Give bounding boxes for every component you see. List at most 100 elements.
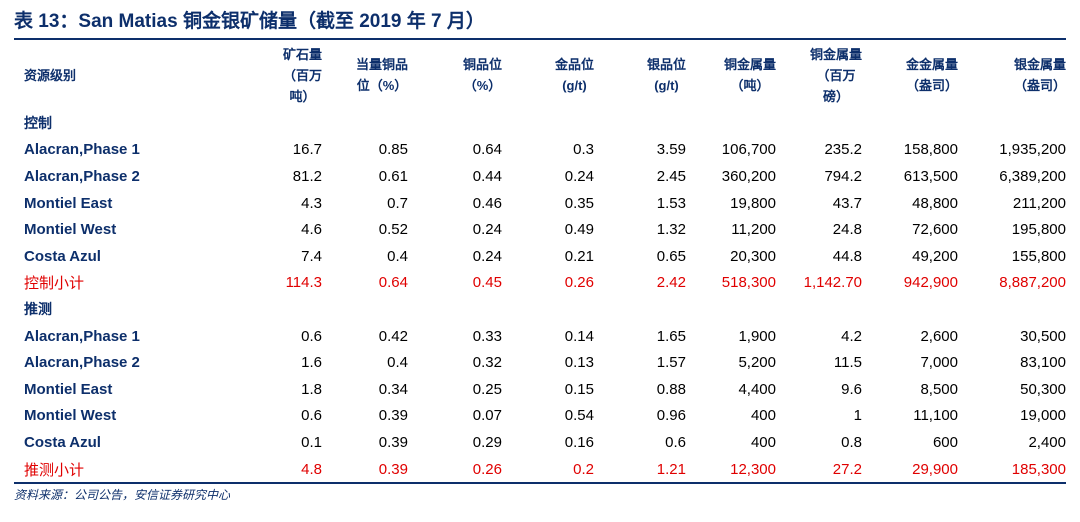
header-cell: 银品位 (g/t): [594, 40, 686, 110]
value-cell: 158,800: [903, 141, 958, 159]
value-cell: 2.42: [656, 274, 686, 292]
table-row: Costa Azul 7.4 0.4 0.24 0.21 0.65 20,300 44.8 49…: [14, 243, 1066, 270]
header-cell: 资源级别: [14, 40, 166, 110]
value-cell: 0.42: [378, 327, 408, 345]
header-label-line: 磅）: [822, 88, 849, 104]
value-cell: 235.2: [824, 141, 862, 159]
value-cell: 0.24: [472, 247, 502, 265]
table-row: Montiel West 0.6 0.39 0.07 0.54 0.96 400 1 11,10…: [14, 403, 1066, 430]
header-label: 资源级别: [24, 65, 76, 86]
value-cell: 1,900: [738, 327, 776, 345]
value-cell: 7.4: [301, 247, 322, 265]
value-cell: 0.65: [656, 247, 686, 265]
row-label-cell: Montiel West: [24, 407, 117, 425]
header-label-line: 吨）: [289, 88, 316, 104]
value-cell: 1.53: [656, 194, 686, 212]
value-cell: 0.64: [472, 141, 502, 159]
value-cell: 27.2: [832, 460, 862, 478]
row-label-cell: Montiel East: [24, 194, 113, 212]
reserves-table: 资源级别 矿石量 （百万 吨） 当量铜品 位（%） 铜品位 （%） 金品位 (g/t) 银…: [14, 40, 1066, 482]
value-cell: 0.2: [573, 460, 594, 478]
value-cell: 0.49: [564, 221, 594, 239]
value-cell: 0.13: [564, 354, 594, 372]
header-label-line: 金品位: [554, 57, 594, 72]
header-label-line: 银品位: [646, 57, 686, 72]
row-label-cell: Costa Azul: [24, 247, 101, 265]
value-cell: 0.46: [472, 194, 502, 212]
table-row: Alacran,Phase 2 1.6 0.4 0.32 0.13 1.57 5,200 11…: [14, 349, 1066, 376]
value-cell: 942,900: [903, 274, 958, 292]
header-label: 当量铜品 位（%）: [356, 54, 408, 96]
header-label-line: (g/t): [654, 78, 679, 93]
header-cell: 当量铜品 位（%）: [322, 40, 408, 110]
header-label-line: （吨）: [730, 78, 770, 93]
table-row: Montiel West 4.6 0.52 0.24 0.49 1.32 11,200 24.…: [14, 216, 1066, 243]
value-cell: 8,500: [920, 380, 958, 398]
value-cell: 195,800: [1011, 221, 1066, 239]
table-row: Alacran,Phase 1 16.7 0.85 0.64 0.3 3.59 106,70…: [14, 137, 1066, 164]
value-cell: 0.3: [573, 141, 594, 159]
value-cell: 81.2: [292, 167, 322, 185]
header-label-line: 银金属量: [1013, 57, 1066, 72]
value-cell: 0.6: [301, 407, 322, 425]
value-cell: 0.07: [472, 407, 502, 425]
header-label-line: （百万: [816, 67, 856, 83]
table-row: Montiel East 4.3 0.7 0.46 0.35 1.53 19,800 43.7…: [14, 190, 1066, 217]
value-cell: 0.33: [472, 327, 502, 345]
header-label: 金品位 (g/t): [555, 54, 594, 96]
value-cell: 114.3: [285, 274, 322, 292]
value-cell: 8,887,200: [999, 274, 1066, 292]
value-cell: 2.45: [656, 167, 686, 185]
value-cell: 11,200: [731, 221, 776, 239]
value-cell: 19,800: [730, 194, 776, 212]
value-cell: 5,200: [738, 354, 776, 372]
row-label-cell: Montiel East: [24, 380, 113, 398]
value-cell: 4.6: [301, 221, 322, 239]
header-label: 铜品位 （%）: [463, 54, 502, 96]
value-cell: 48,800: [912, 194, 958, 212]
header-cell: 金金属量 （盎司）: [862, 40, 958, 110]
value-cell: 12,300: [730, 460, 776, 478]
value-cell: 30,500: [1020, 327, 1066, 345]
header-label: 银品位 (g/t): [647, 54, 686, 96]
section-label: 控制: [24, 115, 52, 132]
table-row: Costa Azul 0.1 0.39 0.29 0.16 0.6 400 0.8 600 2,4…: [14, 429, 1066, 456]
row-label-cell: Alacran,Phase 2: [24, 167, 140, 185]
value-cell: 24.8: [832, 221, 862, 239]
value-cell: 0.32: [472, 354, 502, 372]
value-cell: 2,400: [1028, 433, 1066, 451]
value-cell: 4.2: [841, 327, 862, 345]
value-cell: 0.44: [472, 167, 502, 185]
section-header-row: 控制: [14, 110, 1066, 137]
value-cell: 518,300: [721, 274, 776, 292]
value-cell: 0.6: [665, 433, 686, 451]
value-cell: 9.6: [841, 380, 862, 398]
value-cell: 155,800: [1011, 247, 1066, 265]
value-cell: 4,400: [738, 380, 776, 398]
header-cell: 铜品位 （%）: [408, 40, 502, 110]
value-cell: 0.96: [656, 407, 686, 425]
header-label: 矿石量 （百万 吨）: [283, 44, 322, 107]
value-cell: 6,389,200: [999, 167, 1066, 185]
section-label: 推测: [24, 301, 52, 318]
header-label-line: 铜品位: [462, 57, 502, 72]
value-cell: 1,935,200: [999, 141, 1066, 159]
value-cell: 0.16: [564, 433, 594, 451]
value-cell: 43.7: [832, 194, 862, 212]
value-cell: 16.7: [292, 141, 322, 159]
table-row: Montiel East 1.8 0.34 0.25 0.15 0.88 4,400 9.6 8…: [14, 376, 1066, 403]
table-title: 表 13：San Matias 铜金银矿储量（截至 2019 年 7 月）: [14, 11, 485, 32]
value-cell: 4.8: [301, 460, 322, 478]
header-label-line: 矿石量: [282, 46, 322, 62]
row-label-cell: Alacran,Phase 1: [24, 327, 140, 345]
row-label-cell: Costa Azul: [24, 433, 101, 451]
value-cell: 29,900: [912, 460, 958, 478]
header-row: 资源级别 矿石量 （百万 吨） 当量铜品 位（%） 铜品位 （%） 金品位 (g/t) 银…: [14, 40, 1066, 110]
header-label: 铜金属量 （百万 磅）: [810, 44, 862, 107]
value-cell: 0.88: [656, 380, 686, 398]
value-cell: 2,600: [920, 327, 958, 345]
value-cell: 0.64: [378, 274, 408, 292]
value-cell: 83,100: [1020, 354, 1066, 372]
value-cell: 44.8: [832, 247, 862, 265]
value-cell: 0.26: [564, 274, 594, 292]
